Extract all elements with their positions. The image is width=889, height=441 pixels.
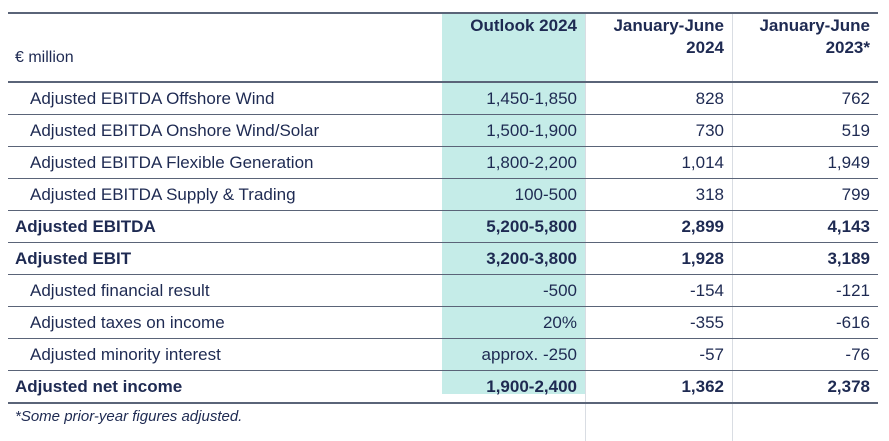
- unit-label: € million: [8, 14, 442, 83]
- table-row: Adjusted EBITDA Offshore Wind 1,450-1,850…: [8, 82, 878, 115]
- table-cell: -76: [732, 338, 878, 371]
- row-label: Adjusted EBITDA Supply & Trading: [8, 178, 442, 211]
- row-label: Adjusted taxes on income: [8, 306, 442, 339]
- table-row: Adjusted EBIT 3,200-3,800 1,928 3,189: [8, 242, 878, 275]
- column-header-h1-2024: January-June 2024: [585, 14, 732, 83]
- column-header-line: 2023*: [825, 38, 870, 57]
- table-cell: -616: [732, 306, 878, 339]
- column-header-h1-2023: January-June 2023*: [732, 14, 878, 83]
- table-cell: 1,949: [732, 146, 878, 179]
- column-header-line: 2024: [686, 38, 724, 57]
- table-cell: 519: [732, 114, 878, 147]
- table-cell: 1,014: [585, 146, 732, 179]
- table-cell: 828: [585, 82, 732, 115]
- row-label: Adjusted EBITDA Onshore Wind/Solar: [8, 114, 442, 147]
- table-row: Adjusted EBITDA Flexible Generation 1,800…: [8, 146, 878, 179]
- row-label: Adjusted EBITDA Flexible Generation: [8, 146, 442, 179]
- table-cell: 2,378: [732, 370, 878, 404]
- table-row: Adjusted financial result -500 -154 -121: [8, 274, 878, 307]
- table-row: Adjusted taxes on income 20% -355 -616: [8, 306, 878, 339]
- table-cell: 1,900-2,400: [442, 370, 585, 404]
- column-header-outlook: Outlook 2024: [442, 14, 585, 83]
- row-label: Adjusted minority interest: [8, 338, 442, 371]
- table-row: Adjusted EBITDA Supply & Trading 100-500 3…: [8, 178, 878, 211]
- table-cell: -500: [442, 274, 585, 307]
- table-cell: 100-500: [442, 178, 585, 211]
- table-cell: 799: [732, 178, 878, 211]
- column-header-line: January-June: [759, 16, 870, 35]
- row-label: Adjusted net income: [8, 370, 442, 404]
- table-cell: 2,899: [585, 210, 732, 243]
- table-cell: -57: [585, 338, 732, 371]
- table-row: Adjusted EBITDA Onshore Wind/Solar 1,500-…: [8, 114, 878, 147]
- table-cell: -355: [585, 306, 732, 339]
- column-header-line: January-June: [613, 16, 724, 35]
- key-figures-table: € million Outlook 2024 January-June 2024 …: [8, 14, 878, 404]
- table-cell: 1,362: [585, 370, 732, 404]
- table-row: Adjusted EBITDA 5,200-5,800 2,899 4,143: [8, 210, 878, 243]
- table-cell: 20%: [442, 306, 585, 339]
- table-row: Adjusted net income 1,900-2,400 1,362 2,378: [8, 370, 878, 404]
- table-cell: 1,450-1,850: [442, 82, 585, 115]
- table-cell: 3,189: [732, 242, 878, 275]
- table-cell: approx. -250: [442, 338, 585, 371]
- table-cell: 3,200-3,800: [442, 242, 585, 275]
- row-label: Adjusted EBITDA Offshore Wind: [8, 82, 442, 115]
- table-cell: 318: [585, 178, 732, 211]
- table-cell: 1,500-1,900: [442, 114, 585, 147]
- table-cell: 762: [732, 82, 878, 115]
- table-cell: 4,143: [732, 210, 878, 243]
- table-cell: 730: [585, 114, 732, 147]
- table-header-row: € million Outlook 2024 January-June 2024 …: [8, 14, 878, 83]
- table-cell: 5,200-5,800: [442, 210, 585, 243]
- row-label: Adjusted EBIT: [8, 242, 442, 275]
- table-row: Adjusted minority interest approx. -250 -5…: [8, 338, 878, 371]
- footnote: *Some prior-year figures adjusted.: [15, 408, 243, 425]
- financial-table-panel: € million Outlook 2024 January-June 2024 …: [8, 0, 878, 441]
- table-cell: -121: [732, 274, 878, 307]
- row-label: Adjusted EBITDA: [8, 210, 442, 243]
- table-cell: -154: [585, 274, 732, 307]
- table-cell: 1,800-2,200: [442, 146, 585, 179]
- top-rule: [8, 12, 878, 14]
- column-header-line: Outlook 2024: [470, 16, 577, 35]
- table-cell: 1,928: [585, 242, 732, 275]
- row-label: Adjusted financial result: [8, 274, 442, 307]
